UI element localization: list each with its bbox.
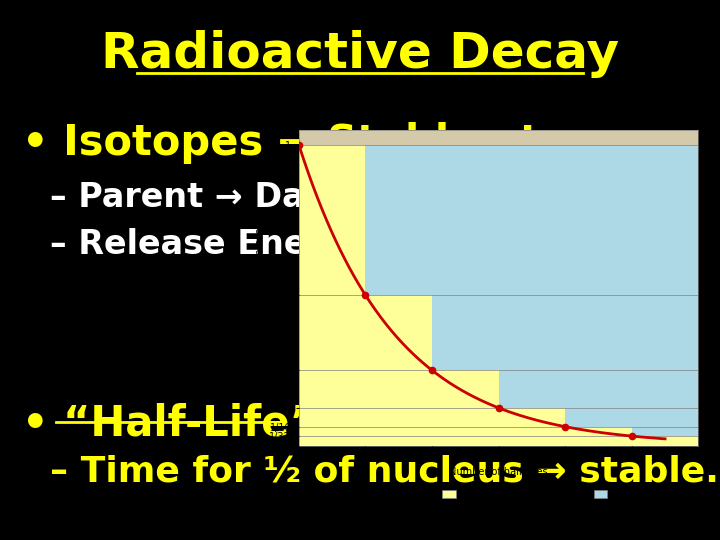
X-axis label: Number of half-lives: Number of half-lives: [449, 467, 548, 477]
Bar: [498, 145, 565, 408]
Legend: Parent element (isotope), Daughter product: Parent element (isotope), Daughter produ…: [438, 487, 698, 503]
Bar: [565, 427, 632, 446]
Bar: [299, 145, 365, 446]
Bar: [365, 145, 432, 295]
Bar: [432, 145, 498, 370]
Text: • Isotopes → Stable atoms: • Isotopes → Stable atoms: [22, 122, 636, 164]
Text: – Parent → Daughter: – Parent → Daughter: [50, 181, 431, 214]
Text: • “Half-Life”: • “Half-Life”: [22, 402, 316, 444]
Bar: [498, 408, 565, 445]
Text: – Release Energy: – Release Energy: [50, 228, 369, 261]
Bar: [565, 145, 632, 427]
Text: Radioactive Decay: Radioactive Decay: [101, 30, 619, 78]
Bar: [632, 145, 698, 436]
Bar: [632, 436, 698, 446]
Y-axis label: Fraction of elements present: Fraction of elements present: [256, 218, 265, 357]
Bar: [365, 295, 432, 446]
Text: – Time for ½ of nucleus → stable.: – Time for ½ of nucleus → stable.: [50, 455, 719, 489]
Bar: [432, 370, 498, 446]
